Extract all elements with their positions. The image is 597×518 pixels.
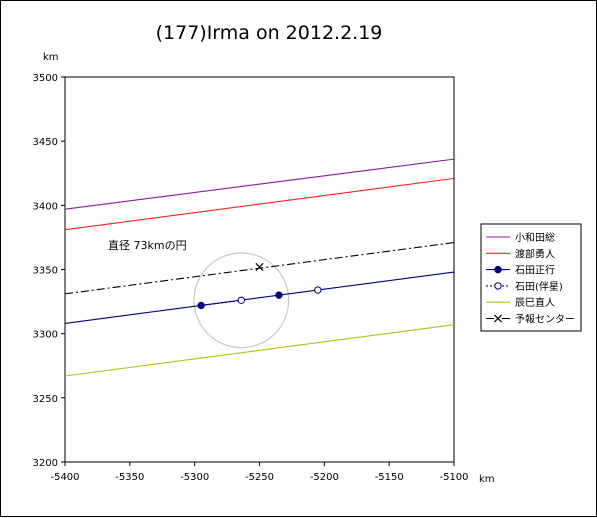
circle-annotation: 直径 73kmの円 (108, 238, 187, 252)
series-4 (201, 286, 322, 306)
legend-marker (494, 265, 502, 274)
x-axis-label: km (479, 474, 495, 485)
x-tick-label: -5250 (245, 472, 274, 483)
legend-label: 辰巳直人 (515, 296, 555, 309)
series-2 (64, 177, 455, 231)
y-tick-label: 3250 (33, 394, 58, 405)
chart-title: (177)Irma on 2012.2.19 (156, 22, 383, 44)
data-point (237, 296, 246, 304)
x-tick-label: -5150 (375, 472, 404, 483)
x-tick-label: -5400 (50, 472, 79, 483)
legend-marker (494, 282, 502, 290)
legend-item: 石田正行 (486, 264, 555, 277)
y-tick-label: 3450 (33, 137, 58, 148)
data-point (255, 262, 264, 271)
y-tick-label: 3300 (33, 330, 58, 341)
series-layer (64, 158, 455, 377)
data-point (275, 291, 283, 299)
series-line (64, 158, 455, 210)
y-tick-label: 3400 (33, 201, 58, 212)
axis-ticks: -5400 -5350 -5300 -5250 -5200 -5150 -5100 3200 3… (33, 73, 469, 483)
y-tick-label: 3350 (33, 266, 58, 277)
plot-area (64, 76, 455, 463)
legend-label: 予報センター (515, 314, 575, 326)
legend-label: 小和田総 (515, 231, 555, 244)
diameter-circle (193, 252, 290, 349)
legend-label: 渡部勇人 (515, 247, 555, 260)
series-1 (64, 158, 455, 210)
x-tick-label: -5100 (439, 472, 468, 483)
legend-item: 小和田総 (486, 231, 555, 244)
legend-box (480, 223, 582, 332)
legend-item: 辰巳直人 (486, 296, 555, 309)
legend-item: 石田(伴星) (486, 280, 563, 293)
legend-item: 渡部勇人 (486, 247, 555, 260)
series-line (64, 271, 455, 324)
x-tick-label: -5200 (310, 472, 339, 483)
series-line (64, 324, 455, 377)
y-axis-label: km (43, 52, 59, 63)
series-5 (64, 324, 455, 377)
series-line (201, 299, 242, 306)
y-tick-label: 3500 (33, 73, 58, 84)
x-tick-label: -5350 (115, 472, 144, 483)
series-line (64, 242, 455, 295)
series-6 (64, 242, 455, 295)
y-tick-label: 3200 (33, 458, 58, 469)
legend-label: 石田(伴星) (515, 280, 563, 293)
series-line (64, 177, 455, 231)
legend-marker (493, 314, 503, 323)
legend-item: 予報センター (486, 314, 575, 326)
legend-label: 石田正行 (515, 264, 555, 277)
data-point (314, 286, 322, 294)
x-tick-label: -5300 (180, 472, 209, 483)
